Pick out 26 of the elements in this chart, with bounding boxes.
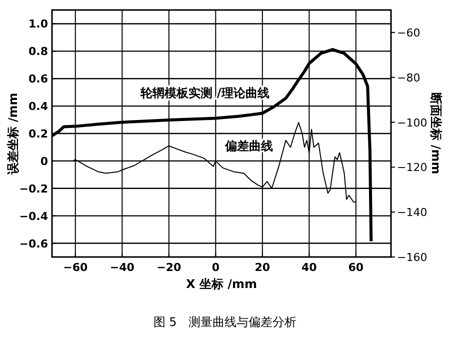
y2-tick-label: −60 [397, 26, 420, 40]
y2-tick-label: −160 [397, 251, 428, 264]
y-axis-title: 误差坐标 /mm [6, 92, 20, 176]
x-tick-label: −60 [63, 261, 88, 274]
y-tick-label: 0.4 [28, 100, 48, 114]
y2-axis-title: 断面坐标 /mm [429, 92, 443, 174]
y-tick-label: 0.6 [28, 72, 48, 86]
x-tick-label: −40 [110, 261, 135, 274]
x-tick-label: 0 [212, 261, 220, 274]
y2-tick-label: −100 [397, 116, 428, 130]
y-tick-label: −0.2 [19, 182, 48, 196]
x-tick-label: −20 [156, 261, 182, 274]
x-axis-title: X 坐标 /mm [186, 277, 257, 291]
y-tick-label: 1.0 [28, 18, 48, 31]
caption: 图 5 测量曲线与偏差分析 [153, 315, 297, 329]
y-tick-label: −0.4 [19, 210, 48, 223]
y2-tick-label: −140 [397, 206, 428, 220]
y2-tick-label: −120 [397, 161, 428, 174]
y-tick-label: 0 [40, 154, 48, 168]
x-tick-label: 20 [254, 261, 270, 274]
y-tick-label: 0.2 [28, 128, 48, 140]
y-tick-label: −0.6 [19, 237, 48, 250]
y-tick-label: 0.8 [28, 45, 48, 58]
x-tick-label: 60 [348, 261, 364, 274]
x-tick-label: 40 [302, 261, 318, 274]
y2-tick-label: −80 [397, 71, 420, 84]
